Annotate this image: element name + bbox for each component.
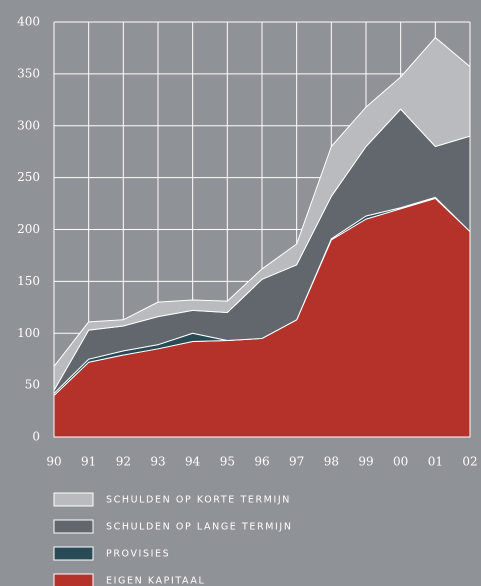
x-tick-label: 99 [358, 455, 373, 469]
x-tick-label: 91 [81, 455, 96, 469]
y-tick-label: 250 [17, 170, 40, 184]
legend-swatch [53, 546, 94, 561]
x-tick-label: 93 [150, 455, 165, 469]
y-tick-label: 0 [32, 430, 40, 444]
y-tick-label: 100 [17, 326, 40, 340]
x-tick-label: 02 [462, 455, 477, 469]
x-tick-label: 92 [116, 455, 131, 469]
x-tick-label: 00 [393, 455, 408, 469]
x-tick-label: 98 [324, 455, 339, 469]
legend-label: SCHULDEN OP LANGE TERMIJN [106, 522, 293, 533]
x-tick-label: 97 [289, 455, 304, 469]
legend-label: SCHULDEN OP KORTE TERMIJN [106, 495, 291, 506]
y-tick-label: 150 [17, 274, 40, 288]
legend-swatch [53, 573, 94, 586]
area [53, 37, 471, 391]
y-tick-label: 300 [17, 118, 40, 132]
legend-label: EIGEN KAPITAAL [106, 576, 205, 586]
legend-swatch [53, 519, 94, 534]
x-tick-label: 90 [46, 455, 61, 469]
y-tick-label: 400 [17, 15, 40, 29]
x-tick-label: 96 [254, 455, 269, 469]
legend-swatch [53, 492, 94, 507]
y-tick-label: 200 [17, 222, 40, 236]
x-tick-label: 95 [220, 455, 235, 469]
legend-label: PROVISIES [106, 549, 170, 560]
x-tick-label: 01 [428, 455, 443, 469]
x-tick-label: 94 [185, 455, 201, 469]
y-tick-label: 350 [17, 66, 40, 80]
y-tick-label: 50 [25, 378, 40, 392]
